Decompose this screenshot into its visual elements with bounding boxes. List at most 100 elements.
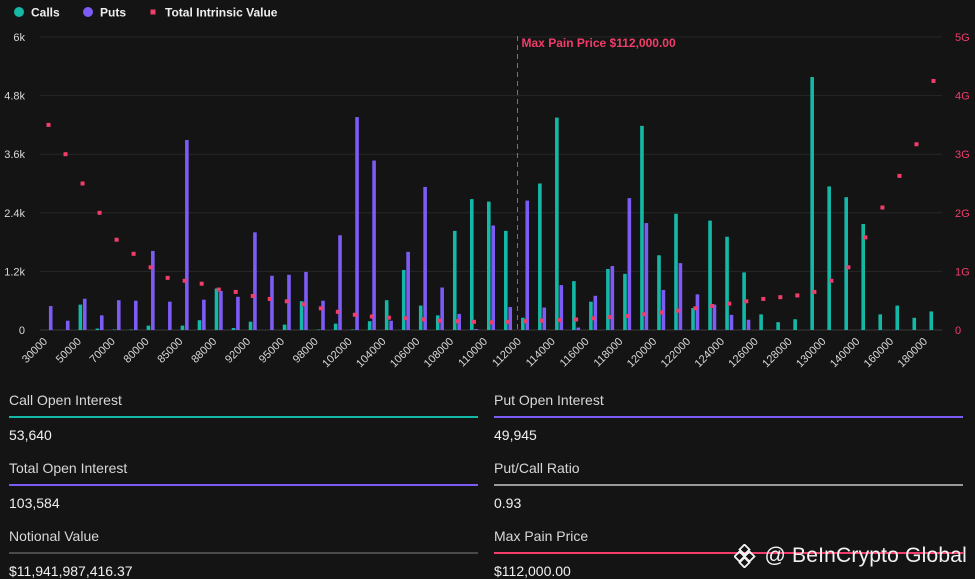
intrinsic-value-point xyxy=(574,317,579,322)
intrinsic-value-point xyxy=(540,318,545,323)
call-bar xyxy=(725,236,729,330)
y-left-tick-label: 3.6k xyxy=(4,149,25,161)
put-bar xyxy=(116,300,121,330)
put-bar xyxy=(134,300,138,330)
call-bar xyxy=(572,281,576,330)
x-tick-label: 130000 xyxy=(794,336,828,370)
put-bar xyxy=(593,295,598,330)
intrinsic-value-point xyxy=(727,301,732,306)
x-tick-label: 88000 xyxy=(189,336,219,366)
put-bar xyxy=(474,329,478,330)
call-bar xyxy=(691,308,695,330)
legend-label: Calls xyxy=(31,6,60,20)
call-bar xyxy=(367,321,372,330)
intrinsic-value-point xyxy=(778,295,783,300)
call-bar xyxy=(487,201,491,330)
put-bar xyxy=(406,251,410,330)
call-bar xyxy=(418,305,423,330)
call-bar xyxy=(384,300,389,330)
call-bar xyxy=(214,288,219,330)
legend-marker xyxy=(150,9,156,15)
call-bar xyxy=(435,315,440,330)
put-bar xyxy=(99,315,104,330)
call-bar xyxy=(793,319,797,330)
intrinsic-value-point xyxy=(642,312,647,317)
call-bar xyxy=(657,255,661,330)
put-bar xyxy=(65,320,70,330)
put-open-interest-label: Put Open Interest xyxy=(494,392,604,408)
total-open-interest-label: Total Open Interest xyxy=(9,460,128,476)
intrinsic-value-point xyxy=(489,320,493,325)
call-bar xyxy=(333,323,338,330)
put-bar xyxy=(82,298,87,330)
call-bar xyxy=(827,186,831,330)
call-bar xyxy=(555,117,559,330)
put-bar xyxy=(304,271,308,330)
call-bar xyxy=(248,321,253,330)
max-pain-price-label: Max Pain Price xyxy=(494,528,589,544)
x-tick-label: 95000 xyxy=(257,336,287,366)
call-bar xyxy=(282,324,287,330)
intrinsic-value-point xyxy=(523,319,528,324)
open-interest-chart: 0 1.2k 2.4k 3.6k 4.8k 6k 0 1G 2G 3G 4G 5G Max Pain P… xyxy=(4,6,970,371)
legend-marker xyxy=(83,7,93,17)
y-left-tick-label: 2.4k xyxy=(4,208,25,220)
call-bar xyxy=(912,317,917,330)
put-bar xyxy=(219,290,223,330)
call-bar xyxy=(674,213,678,330)
notional-value-stat: Notional Value $11,941,987,416.37 xyxy=(0,526,478,579)
intrinsic-value-point xyxy=(301,302,306,307)
y-right-tick-label: 0 xyxy=(955,325,961,337)
intrinsic-value-point xyxy=(914,142,919,147)
x-tick-label: 110000 xyxy=(456,336,490,370)
y-right-tick-label: 5G xyxy=(955,32,970,44)
intrinsic-value-point xyxy=(829,278,834,283)
call-bar xyxy=(299,301,304,330)
put-bar xyxy=(491,225,495,330)
x-tick-label: 120000 xyxy=(625,336,659,370)
call-bar xyxy=(623,273,627,330)
legend-label: Puts xyxy=(100,6,126,20)
put-call-ratio-bar xyxy=(494,484,963,486)
intrinsic-value-point xyxy=(710,303,715,308)
beincrypto-logo-icon xyxy=(734,544,757,568)
intrinsic-value-point xyxy=(625,313,630,318)
x-tick-label: 92000 xyxy=(223,336,253,366)
x-tick-label: 118000 xyxy=(592,336,626,370)
intrinsic-value-point xyxy=(216,287,221,292)
call-bar xyxy=(844,197,848,330)
call-bar xyxy=(452,230,457,330)
call-bar xyxy=(78,304,83,330)
put-bar xyxy=(644,223,649,330)
x-tick-label: 114000 xyxy=(524,336,558,370)
x-tick-label: 106000 xyxy=(388,336,422,370)
intrinsic-value-point xyxy=(591,316,596,321)
put-bar xyxy=(678,263,683,330)
legend-label: Total Intrinsic Value xyxy=(165,6,278,20)
put-bar xyxy=(270,275,274,330)
x-tick-label: 112000 xyxy=(490,336,524,370)
call-bar xyxy=(606,268,610,330)
intrinsic-value-point xyxy=(659,310,664,315)
put-open-interest-value: 49,945 xyxy=(494,427,537,443)
intrinsic-value-point xyxy=(744,299,749,304)
put-bar xyxy=(508,307,513,330)
intrinsic-value-point xyxy=(608,315,613,320)
intrinsic-value-point xyxy=(165,275,170,280)
call-bar xyxy=(180,325,185,330)
x-tick-label: 140000 xyxy=(828,336,862,370)
stats-panel: Call Open Interest 53,640 Put Open Inter… xyxy=(0,385,975,579)
x-tick-label: 30000 xyxy=(20,336,50,366)
intrinsic-value-point xyxy=(250,294,255,299)
intrinsic-value-point xyxy=(506,319,511,324)
put-bar xyxy=(542,307,547,330)
call-bar xyxy=(878,314,883,330)
call-bar xyxy=(504,230,508,330)
x-tick-label: 128000 xyxy=(760,336,794,370)
put-bar xyxy=(287,274,291,330)
call-bar xyxy=(640,125,644,330)
max-pain-price-stat: Max Pain Price $112,000.00 xyxy=(485,526,963,579)
intrinsic-value-point xyxy=(761,296,766,301)
notional-value-bar xyxy=(9,552,478,554)
call-bar xyxy=(95,328,100,330)
